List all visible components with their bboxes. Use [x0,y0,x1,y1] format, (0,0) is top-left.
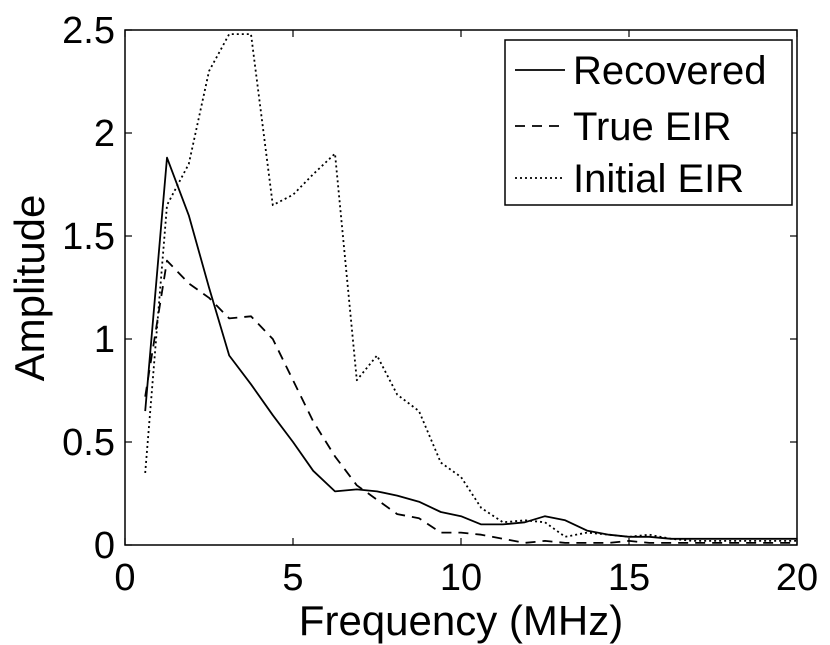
y-tick-label: 2 [94,113,115,155]
legend-label-initial-eir: Initial EIR [573,157,744,201]
x-tick-label: 20 [776,557,818,599]
series-line-recovered [144,156,797,540]
legend-label-recovered: Recovered [573,49,766,93]
y-tick-label: 2.5 [62,10,115,52]
y-tick-label: 0 [94,525,115,567]
series-layer [144,33,797,544]
legend-box [504,39,793,206]
y-axis-label: Amplitude [6,195,53,382]
x-axis-label: Frequency (MHz) [299,597,623,644]
x-tick-label: 5 [282,557,303,599]
x-tick-label: 10 [440,557,482,599]
legend-label-true-eir: True EIR [573,105,732,149]
y-axis-ticks: 0 0.5 1 1.5 2 2.5 [62,10,797,567]
y-tick-label: 1 [94,319,115,361]
x-tick-label: 15 [608,557,650,599]
y-tick-label: 1.5 [62,216,115,258]
x-tick-label: 0 [114,557,135,599]
legend: Recovered True EIR Initial EIR [504,39,793,206]
x-axis-ticks: 0 5 10 15 20 [114,30,818,599]
series-line-initial-eir [144,33,797,542]
y-tick-label: 0.5 [62,422,115,464]
